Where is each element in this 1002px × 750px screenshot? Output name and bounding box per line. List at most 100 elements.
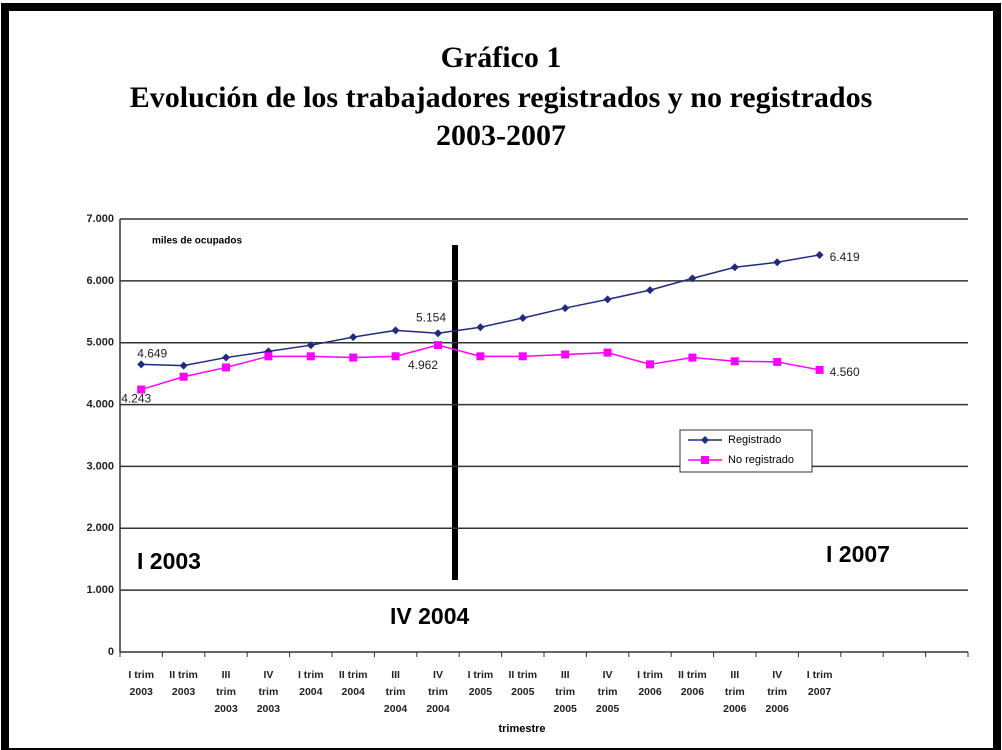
x-tick-label: trim [767, 686, 787, 698]
x-tick-label: 2004 [426, 703, 450, 715]
x-tick-label: I trim [468, 669, 494, 681]
point [434, 329, 442, 338]
x-tick-label: 2005 [554, 703, 578, 715]
point [179, 372, 188, 381]
point [264, 352, 273, 361]
x-tick-label: 2004 [342, 686, 366, 698]
point [137, 385, 146, 394]
data-label: 4.962 [408, 358, 438, 372]
series-line [140, 344, 820, 391]
data-label: 4.560 [830, 365, 860, 379]
x-tick-label: IV [433, 669, 443, 681]
x-tick-label: 2005 [511, 686, 535, 698]
x-tick-label: trim [216, 686, 236, 698]
x-tick-label: trim [258, 686, 278, 698]
point [730, 263, 739, 272]
x-tick-label: I trim [637, 669, 663, 681]
point [773, 258, 782, 267]
x-tick-label: III [391, 669, 400, 681]
annotation: IV 2004 [390, 603, 469, 629]
series-line [141, 254, 820, 367]
point [391, 352, 400, 361]
x-tick-label: trim [428, 686, 448, 698]
point [730, 357, 739, 366]
point [306, 341, 315, 350]
y-tick-label: 4.000 [86, 398, 114, 410]
point [561, 304, 570, 313]
x-tick-label: IV [603, 669, 613, 681]
annotation: miles de ocupados [152, 236, 242, 247]
point [476, 323, 485, 332]
x-tick-label: trim [598, 686, 618, 698]
x-tick-label: III [561, 669, 570, 681]
point [179, 361, 188, 370]
x-axis-label: trimestre [498, 723, 545, 735]
point [349, 333, 358, 342]
x-tick-label: 2003 [130, 686, 154, 698]
point [222, 353, 230, 362]
x-tick-label: IV [772, 669, 782, 681]
x-tick-label: 2003 [257, 703, 281, 715]
point [518, 313, 527, 322]
x-tick-label: IV [263, 669, 273, 681]
x-tick-label: 2005 [596, 703, 620, 715]
point [434, 341, 442, 350]
x-tick-label: III [730, 669, 739, 681]
x-tick-label: trim [386, 686, 406, 698]
data-label: 5.154 [416, 310, 446, 324]
x-tick-label: I trim [128, 669, 154, 681]
chart-title: 2003-2007 [436, 119, 566, 152]
frame [1, 3, 1001, 750]
x-tick-label: trim [725, 686, 745, 698]
point [306, 352, 315, 361]
point [688, 353, 697, 362]
x-tick-label: II trim [509, 669, 538, 681]
legend-label: No registrado [728, 454, 794, 466]
point [137, 360, 146, 369]
y-tick-label: 3.000 [86, 460, 114, 472]
x-tick-label: 2003 [214, 703, 238, 715]
point [476, 352, 485, 361]
point [773, 357, 782, 366]
y-tick-label: 7.000 [86, 213, 114, 225]
point [222, 363, 230, 372]
point [815, 365, 824, 374]
data-label: 4.649 [137, 347, 167, 361]
x-tick-label: 2006 [723, 703, 747, 715]
data-label: 4.243 [121, 392, 151, 406]
x-tick-label: II trim [678, 669, 707, 681]
chart-title: Evolución de los trabajadores registrado… [130, 81, 873, 114]
x-tick-label: 2004 [299, 686, 323, 698]
point [701, 456, 709, 464]
x-tick-label: I trim [298, 669, 324, 681]
x-tick-label: 2004 [384, 703, 408, 715]
x-tick-label: 2006 [638, 686, 662, 698]
annotation: I 2003 [137, 548, 201, 574]
point [688, 274, 697, 283]
chart-title: Gráfico 1 [441, 41, 562, 74]
legend-label: Registrado [728, 434, 781, 446]
y-tick-label: 6.000 [86, 275, 114, 287]
point [701, 436, 709, 444]
point [349, 353, 358, 362]
y-tick-label: 5.000 [86, 337, 114, 349]
annotation: I 2007 [826, 541, 890, 567]
point [646, 286, 654, 295]
x-tick-label: trim [555, 686, 575, 698]
y-tick-label: 0 [108, 646, 114, 658]
x-tick-label: 2007 [808, 686, 832, 698]
point [391, 326, 400, 335]
data-label: 6.419 [830, 250, 860, 264]
x-tick-label: II trim [339, 669, 368, 681]
x-tick-label: I trim [807, 669, 833, 681]
x-tick-label: III [222, 669, 231, 681]
legend-box [679, 429, 813, 473]
y-tick-label: 1.000 [86, 584, 114, 596]
x-tick-label: 2006 [681, 686, 705, 698]
point [603, 295, 612, 304]
x-tick-label: II trim [169, 669, 198, 681]
point [646, 360, 654, 369]
x-tick-label: 2006 [766, 703, 790, 715]
point [561, 350, 570, 359]
